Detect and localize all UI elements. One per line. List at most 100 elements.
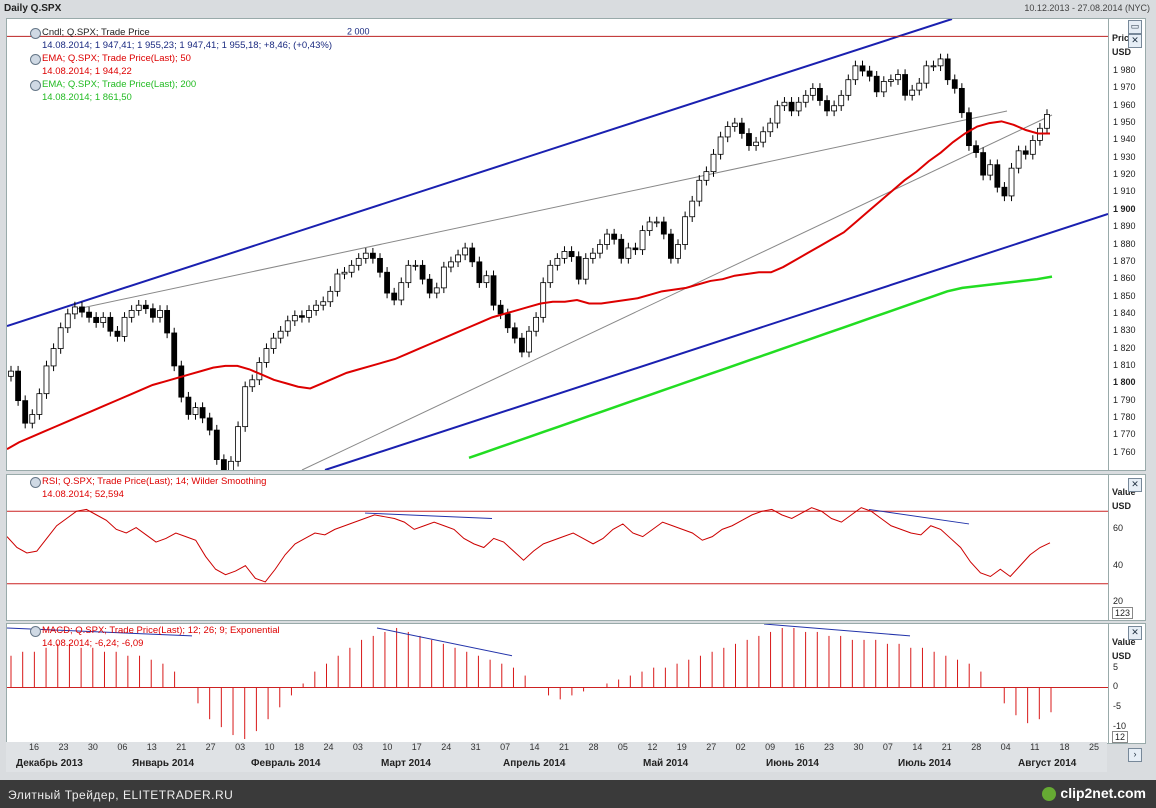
macd-axis-corner: 12	[1112, 731, 1129, 743]
candle-body	[554, 257, 561, 266]
candle-body	[249, 379, 256, 388]
day-tick-label: 17	[411, 742, 422, 752]
candle-body	[220, 459, 227, 470]
candle-body	[57, 327, 64, 349]
time-axis[interactable]: 16 23 30 06 13 21 27 03 10 18 24 03 10 17 24 31 07 14 21 28…	[6, 742, 1107, 772]
price-panel-menu-button[interactable]: ▭	[1128, 20, 1142, 34]
price-tick-label: 1 880	[1113, 238, 1136, 249]
rsi-axis-corner: 123	[1112, 607, 1134, 619]
day-tick-label: 24	[323, 742, 334, 752]
month-label: Май 2014	[643, 758, 689, 769]
legend-icon-macd[interactable]	[30, 626, 41, 637]
day-tick-label: 28	[588, 742, 599, 752]
price-panel-close-button[interactable]: ✕	[1128, 34, 1142, 48]
legend-icon-ema200[interactable]	[30, 80, 41, 91]
candle-body	[980, 152, 987, 176]
candle-body	[192, 407, 199, 415]
price-tick-label: 1 900	[1113, 203, 1136, 214]
candle-body	[597, 244, 603, 254]
macd-legend-label: MACD; Q.SPX; Trade Price(Last); 12; 26; …	[42, 625, 280, 636]
candle-body	[682, 216, 689, 245]
candle-body	[455, 254, 461, 263]
price-tick-label: 1 810	[1113, 359, 1136, 370]
scroll-right-button[interactable]: ›	[1128, 748, 1142, 762]
lower-channel-line	[324, 213, 1108, 470]
candle-body	[362, 252, 369, 259]
candle-body	[100, 316, 107, 323]
upper-trend-line	[76, 110, 1008, 310]
candle-body	[951, 79, 958, 89]
candle-body	[703, 171, 710, 181]
candle-body	[64, 313, 71, 329]
rsi-divergence-line-1	[364, 512, 493, 519]
candle-body	[199, 407, 206, 419]
candle-body	[107, 316, 114, 332]
day-tick-label: 06	[117, 742, 128, 752]
macd-tick-label: -10	[1113, 721, 1127, 732]
date-range: 10.12.2013 - 27.08.2014 (NYC)	[1024, 3, 1150, 13]
candle-body	[36, 393, 43, 415]
day-tick-label: 03	[352, 742, 363, 752]
candle-body	[675, 244, 681, 259]
candle-body	[157, 310, 163, 318]
price-tick-label: 1 930	[1113, 151, 1136, 162]
candle-body	[717, 136, 724, 155]
day-tick-label: 03	[235, 742, 246, 752]
candle-body	[277, 330, 284, 339]
macd-panel[interactable]	[6, 623, 1109, 744]
candle-body	[398, 282, 405, 301]
day-tick-label: 07	[500, 742, 511, 752]
candle-body	[256, 362, 263, 381]
legend-icon-candles[interactable]	[30, 28, 41, 39]
price-tick-label: 1 890	[1113, 221, 1136, 232]
price-panel[interactable]: 2 000	[6, 18, 1109, 471]
candle-body	[618, 238, 625, 259]
rsi-legend-value: 14.08.2014; 52,594	[42, 489, 124, 500]
legend-icon-rsi[interactable]	[30, 477, 41, 488]
macd-axis-unit: USD	[1112, 651, 1132, 661]
candle-body	[114, 330, 121, 337]
candle-body	[1001, 186, 1008, 197]
candle-body	[973, 145, 979, 153]
candle-body	[355, 257, 362, 266]
candle-body	[43, 365, 50, 395]
footer-brand-label: clip2net.com	[1060, 785, 1146, 801]
rsi-legend-label: RSI; Q.SPX; Trade Price(Last); 14; Wilde…	[42, 476, 267, 487]
day-tick-label: 25	[1089, 742, 1100, 752]
legend-candles-value: 14.08.2014; 1 947,41; 1 955,23; 1 947,41…	[42, 40, 332, 51]
price-axis-title: Price	[1112, 33, 1135, 43]
candle-body	[228, 460, 234, 470]
price-tick-label: 1 830	[1113, 325, 1136, 336]
candle-body	[306, 310, 312, 318]
price-tick-label: 1 920	[1113, 169, 1136, 180]
footer-brand[interactable]: clip2net.com	[1042, 785, 1146, 802]
price-tick-label: 1 870	[1113, 255, 1136, 266]
candle-body	[831, 105, 838, 112]
candle-body	[320, 301, 327, 306]
day-tick-label: 09	[765, 742, 776, 752]
candle-body	[178, 365, 185, 398]
rsi-panel[interactable]	[6, 474, 1109, 621]
candle-body	[873, 75, 880, 93]
macd-axis-title: Value	[1112, 637, 1136, 647]
macd-divergence-line-2	[763, 624, 911, 637]
candle-body	[313, 304, 320, 311]
legend-icon-ema50[interactable]	[30, 54, 41, 65]
candle-body	[533, 316, 539, 332]
macd-panel-close-button[interactable]: ✕	[1128, 626, 1142, 640]
day-tick-label: 18	[1059, 742, 1070, 752]
candle-body	[994, 164, 1001, 188]
macd-tick-label: 5	[1113, 661, 1119, 672]
candle-body	[561, 251, 568, 259]
ema50-line	[7, 120, 1050, 451]
candle-body	[377, 257, 383, 273]
macd-chart	[7, 624, 1108, 740]
month-label: Январь 2014	[132, 758, 195, 769]
candle-body	[419, 264, 426, 280]
candle-body	[121, 316, 128, 337]
price-tick-label: 1 940	[1113, 134, 1136, 145]
candle-body	[838, 94, 845, 107]
candle-body	[668, 233, 674, 259]
rsi-panel-close-button[interactable]: ✕	[1128, 478, 1142, 492]
price-axis-unit: USD	[1112, 47, 1132, 57]
